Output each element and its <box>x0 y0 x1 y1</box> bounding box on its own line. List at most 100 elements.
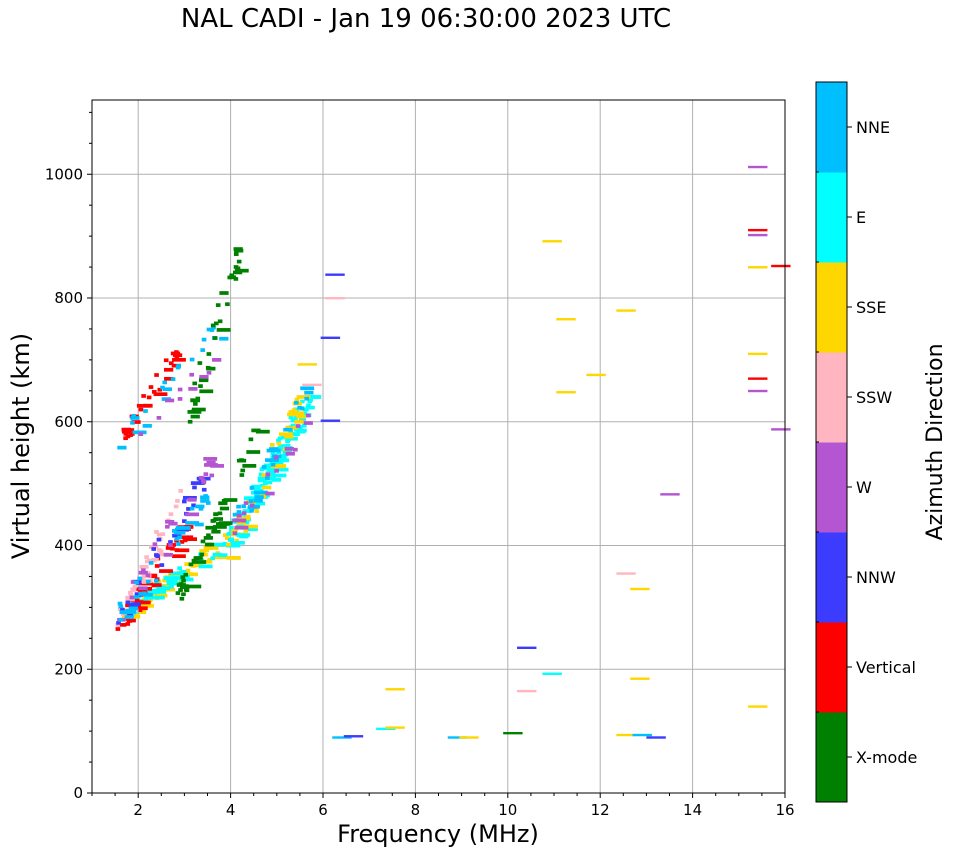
echo-point-vertical <box>141 394 146 398</box>
x-tick-label: 12 <box>591 801 610 819</box>
echo-point-nne <box>143 592 153 597</box>
echo-dash-nne <box>332 736 352 739</box>
echo-point-sse <box>244 524 258 529</box>
echo-point-nnw <box>172 533 182 538</box>
echo-point-sse <box>246 500 251 504</box>
echo-point-w <box>138 570 148 575</box>
echo-point-sse <box>122 614 127 619</box>
echo-point-ssw <box>154 530 159 534</box>
y-axis-label: Virtual height (km) <box>7 333 35 559</box>
echo-point-x-mode <box>239 473 245 477</box>
colorbar-tick-label: SSE <box>856 298 886 317</box>
echo-point-x-mode <box>206 352 212 356</box>
y-tick-label: 0 <box>73 784 83 802</box>
echo-point-nnw <box>191 503 196 508</box>
echo-point-e <box>227 538 233 542</box>
echo-point-sse <box>254 509 260 514</box>
echo-point-w <box>177 397 183 401</box>
echo-point-e <box>274 467 289 472</box>
echo-point-e <box>301 423 307 428</box>
echo-point-vertical <box>179 540 185 544</box>
echo-point-vertical <box>146 395 152 400</box>
echo-point-vertical <box>154 564 160 568</box>
echo-point-vertical <box>172 554 186 559</box>
echo-point-x-mode <box>198 384 203 388</box>
y-tick-label: 200 <box>54 660 83 678</box>
echo-point-nnw <box>201 487 207 492</box>
echo-point-sse <box>226 542 231 547</box>
echo-dash-vertical <box>748 377 768 380</box>
echo-point-e <box>144 589 154 594</box>
echo-point-nne <box>261 465 267 469</box>
echo-point-e <box>242 509 252 513</box>
echo-point-w <box>249 503 255 508</box>
echo-point-nne <box>248 499 254 504</box>
echo-point-sse <box>296 395 311 399</box>
echo-point-x-mode <box>255 429 270 434</box>
echo-point-ssw <box>168 512 174 516</box>
echo-point-nne <box>162 387 172 392</box>
echo-point-sse <box>231 529 236 533</box>
colorbar-swatch-w <box>816 442 847 533</box>
echo-dash-sse <box>556 318 576 321</box>
echo-point-x-mode <box>223 498 238 502</box>
echo-point-sse <box>269 443 275 447</box>
colorbar-frame <box>815 81 848 803</box>
echo-point-e <box>218 553 228 558</box>
x-tick-label: 2 <box>133 801 143 819</box>
echo-point-w <box>138 432 144 436</box>
echo-point-x-mode <box>246 450 261 454</box>
echo-point-x-mode <box>213 517 218 522</box>
echo-point-e <box>305 395 320 399</box>
echo-dash-sse <box>385 688 405 691</box>
echo-dash-nnw <box>320 419 341 422</box>
echo-point-ssw <box>128 592 134 597</box>
echo-point-ssw <box>139 564 149 569</box>
echo-point-w <box>189 497 194 502</box>
x-tick-label: 10 <box>498 801 517 819</box>
echo-point-nne <box>241 504 246 509</box>
echo-point-nnw <box>151 547 157 551</box>
echo-point-nnw <box>116 620 121 625</box>
echo-point-e <box>262 480 273 485</box>
echo-point-vertical <box>121 429 132 434</box>
echo-point-sse <box>183 572 193 576</box>
echo-point-x-mode <box>187 584 202 589</box>
echo-point-w <box>284 447 294 451</box>
echo-point-nne <box>206 501 211 505</box>
echo-point-vertical <box>137 589 148 593</box>
echo-point-e <box>280 454 286 458</box>
echo-point-e <box>297 427 303 432</box>
echo-point-nne <box>131 414 136 418</box>
echo-point-vertical <box>168 361 174 366</box>
echo-point-x-mode <box>212 527 217 532</box>
echo-point-w <box>185 512 200 517</box>
echo-dash-sse <box>385 726 405 729</box>
echo-point-nne <box>200 499 210 503</box>
echo-point-vertical <box>143 403 153 408</box>
echo-point-e <box>172 576 182 580</box>
echo-dash-sse <box>616 733 636 737</box>
echo-point-x-mode <box>190 398 195 403</box>
echo-point-e <box>243 527 258 532</box>
echo-point-vertical <box>183 537 198 541</box>
echo-point-e <box>267 468 272 473</box>
echo-point-sse <box>165 587 176 592</box>
echo-point-nne <box>195 504 205 509</box>
echo-point-nne <box>143 409 148 413</box>
echo-point-vertical <box>131 420 141 424</box>
x-tick-label: 16 <box>775 801 794 819</box>
echo-point-e <box>155 590 160 594</box>
echo-point-nnw <box>198 478 204 483</box>
echo-point-e <box>163 576 178 580</box>
echo-point-sse <box>184 562 189 566</box>
echo-point-sse <box>162 578 167 583</box>
echo-point-sse <box>291 408 297 413</box>
echo-point-nne <box>148 561 154 565</box>
echo-point-vertical <box>170 351 181 356</box>
echo-point-e <box>169 571 184 576</box>
echo-point-e <box>260 466 275 471</box>
echo-point-sse <box>290 411 300 416</box>
echo-point-vertical <box>115 627 121 631</box>
